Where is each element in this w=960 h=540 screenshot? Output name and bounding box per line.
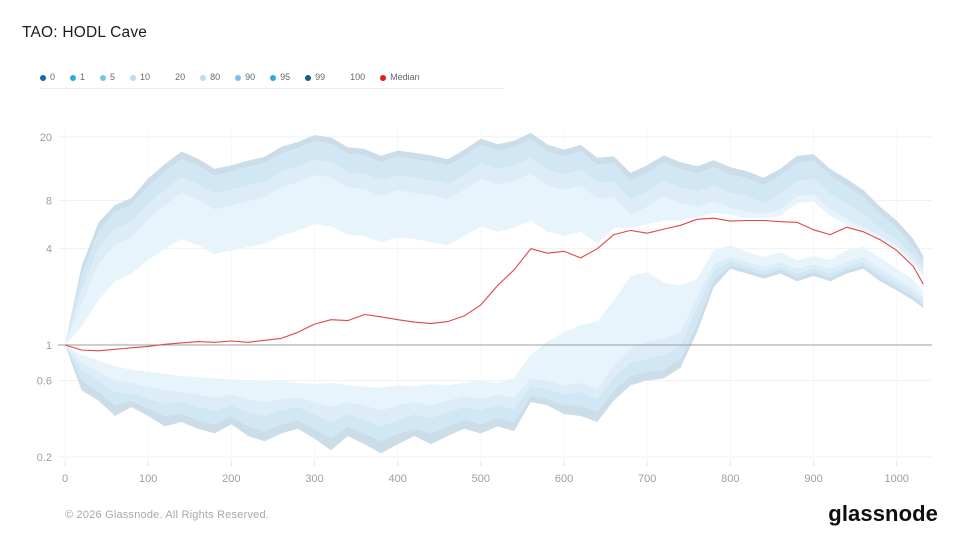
legend-dot-icon [235, 74, 242, 81]
legend-item-90[interactable]: 90 [235, 73, 255, 82]
legend-item-label: 0 [50, 72, 56, 82]
legend-item-label: Median [390, 72, 420, 82]
legend-item-label: 1 [80, 72, 86, 82]
legend-dot-icon [305, 74, 312, 81]
x-axis-tick-label: 0 [62, 473, 68, 485]
legend-item-100[interactable]: 100 [340, 73, 365, 82]
legend: 0 1 5 10 20 80 90 95 99 100 Median [40, 73, 420, 82]
legend-item-10[interactable]: 10 [130, 73, 150, 82]
legend-item-label: 5 [110, 72, 116, 82]
legend-item-label: 90 [245, 72, 256, 82]
x-axis-tick-label: 700 [638, 473, 656, 485]
legend-dot-icon [270, 74, 277, 81]
legend-dot-icon [200, 74, 207, 81]
y-axis-tick-label: 0.2 [37, 452, 52, 464]
legend-dot-icon [130, 74, 137, 81]
x-axis-tick-label: 400 [389, 473, 407, 485]
x-axis-tick-label: 1000 [884, 473, 908, 485]
glassnode-logo: glassnode [828, 501, 938, 526]
legend-item-label: 95 [280, 72, 291, 82]
x-axis-tick-label: 600 [555, 473, 573, 485]
page-title: TAO: HODL Cave [22, 24, 148, 41]
median-line [64, 217, 924, 352]
legend-item-20[interactable]: 20 [165, 73, 185, 82]
band-p10-p20 [65, 245, 924, 411]
y-axis-tick-label: 8 [46, 196, 52, 208]
x-axis-tick-label: 200 [222, 473, 240, 485]
legend-dot-icon [380, 74, 387, 81]
legend-item-label: 80 [210, 72, 221, 82]
x-axis-tick-label: 500 [472, 473, 490, 485]
legend-divider [40, 88, 505, 89]
legend-dot-icon [70, 74, 77, 81]
legend-item-95[interactable]: 95 [270, 73, 290, 82]
y-axis-tick-label: 20 [40, 132, 52, 144]
x-axis-tick-label: 900 [804, 473, 822, 485]
band-p0-p1 [65, 265, 924, 454]
legend-item-5[interactable]: 5 [100, 73, 115, 82]
legend-item-median[interactable]: Median [380, 73, 420, 82]
legend-item-label: 100 [350, 72, 366, 82]
x-axis-tick-label: 300 [305, 473, 323, 485]
y-axis-tick-label: 4 [46, 244, 52, 256]
legend-item-label: 10 [140, 72, 151, 82]
legend-dot-icon [40, 74, 46, 81]
legend-item-99[interactable]: 99 [305, 73, 325, 82]
y-axis-tick-label: 0.6 [37, 375, 52, 387]
legend-item-label: 20 [175, 72, 186, 82]
legend-item-80[interactable]: 80 [200, 73, 220, 82]
band-p80-p90 [65, 173, 924, 345]
band-p1-p5 [65, 261, 924, 442]
legend-item-1[interactable]: 1 [70, 73, 85, 82]
x-axis-tick-label: 100 [139, 473, 157, 485]
legend-item-label: 99 [315, 72, 326, 82]
y-axis-tick-label: 1 [46, 340, 52, 352]
copyright-text: © 2026 Glassnode. All Rights Reserved. [65, 509, 270, 521]
legend-item-0[interactable]: 0 [40, 73, 55, 82]
x-axis-tick-label: 800 [721, 473, 739, 485]
legend-dot-icon [100, 74, 107, 81]
